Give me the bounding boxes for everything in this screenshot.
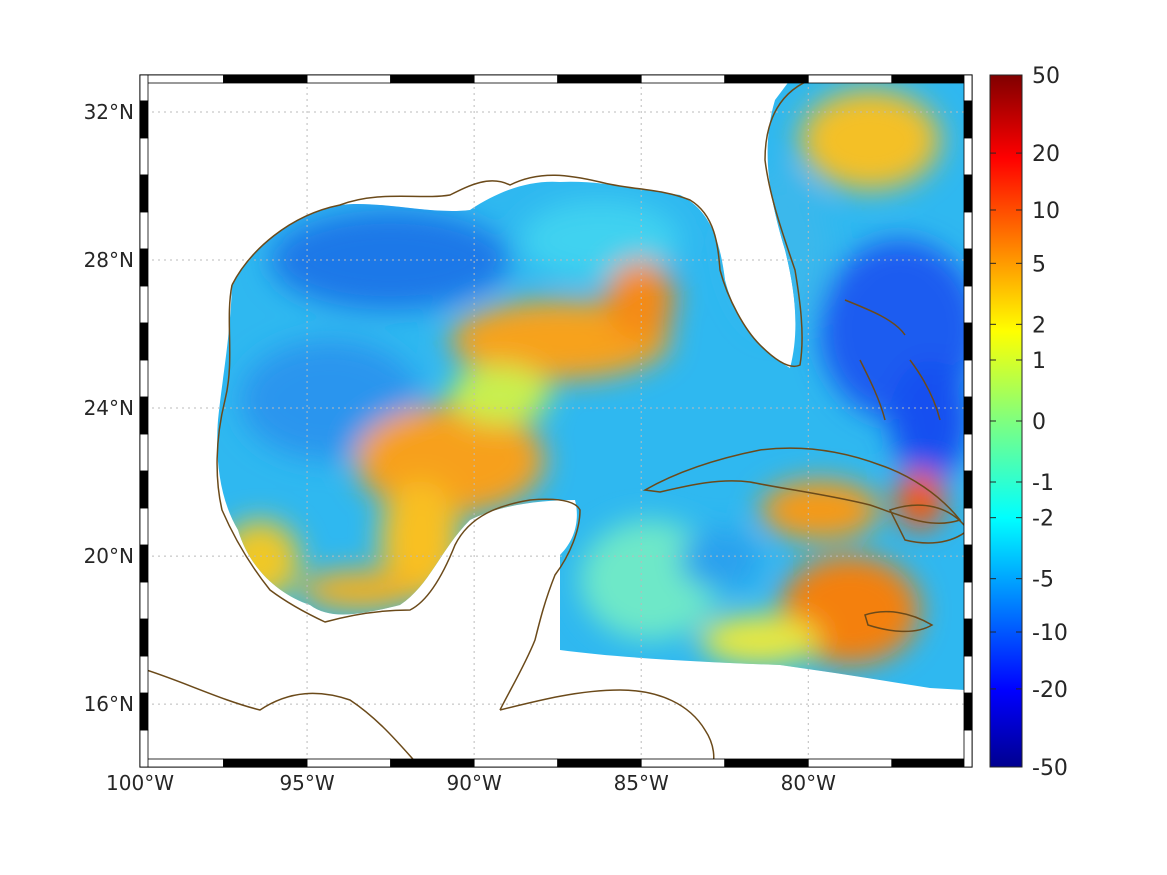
longitude-labels: 100°W 95°W 90°W 85°W 80°W	[106, 771, 836, 795]
frame-segment	[557, 758, 642, 768]
colorbar-tick-label: 20	[1032, 142, 1060, 167]
latitude-label: 20°N	[84, 544, 134, 568]
central-america-coast	[140, 667, 421, 767]
jamaica-coast	[864, 610, 934, 633]
colorbar-tick-label: -10	[1032, 621, 1068, 646]
colorbar-tick-label: -2	[1032, 507, 1054, 532]
frame-segment	[963, 544, 973, 583]
frame-segment	[963, 581, 973, 620]
latitude-labels: 16°N 20°N 24°N 28°N 32°N	[84, 100, 134, 716]
longitude-label: 85°W	[614, 771, 669, 795]
longitude-label: 95°W	[279, 771, 334, 795]
frame-segment	[963, 248, 973, 287]
bahamas-coast	[844, 299, 941, 421]
frame-segment	[963, 100, 973, 139]
latitude-label: 16°N	[84, 692, 134, 716]
frame-segment	[390, 758, 475, 768]
colorbar-tick-label: 10	[1032, 199, 1060, 224]
frame-segment	[557, 74, 642, 84]
frame-segment	[963, 433, 973, 472]
colorbar-tick-label: 50	[1032, 64, 1060, 89]
frame-segment	[139, 655, 149, 694]
frame-segment	[963, 285, 973, 324]
frame-segment	[223, 74, 308, 84]
frame-segment	[139, 692, 149, 731]
frame-segment	[139, 470, 149, 509]
frame-segment	[139, 100, 149, 139]
frame-segment	[963, 692, 973, 731]
frame-segment	[891, 74, 973, 84]
frame-segment	[724, 74, 809, 84]
frame-segment	[139, 433, 149, 472]
frame-segment	[807, 74, 893, 84]
frame-segment	[306, 758, 392, 768]
frame-segment	[963, 655, 973, 694]
frame-segment	[139, 74, 149, 102]
us-gulf-coast	[231, 77, 816, 367]
frame-segment	[640, 74, 726, 84]
frame-segment	[139, 581, 149, 620]
honduras-coast	[499, 689, 715, 767]
frame-segment	[139, 507, 149, 546]
frame-segment	[139, 322, 149, 361]
frame-segment	[139, 211, 149, 250]
latitude-label: 28°N	[84, 248, 134, 272]
frame-segment	[891, 758, 973, 768]
frame-segment	[473, 758, 559, 768]
frame-segment	[139, 74, 224, 84]
colorbar-tick-label: 1	[1032, 349, 1046, 374]
frame-segment	[724, 758, 809, 768]
frame-segment	[306, 74, 392, 84]
ocean-field	[217, 80, 965, 690]
frame-segment	[963, 359, 973, 398]
colorbar-tick-label: -5	[1032, 568, 1054, 593]
colorbar-tick-label: 2	[1032, 313, 1046, 338]
mexico-coast	[216, 284, 581, 711]
longitude-label: 100°W	[106, 771, 174, 795]
latitude-label: 32°N	[84, 100, 134, 124]
frame-segment	[139, 137, 149, 176]
frame-segment	[473, 74, 559, 84]
frame-segment	[139, 359, 149, 398]
colorbar-tick-label: -50	[1032, 756, 1068, 781]
frame-segment	[139, 285, 149, 324]
latitude-label: 24°N	[84, 396, 134, 420]
frame-segment	[963, 396, 973, 435]
map-grid	[140, 75, 972, 767]
longitude-label: 90°W	[447, 771, 502, 795]
frame-segment	[963, 74, 973, 102]
frame-segment	[963, 618, 973, 657]
coastlines	[140, 77, 970, 767]
colorbar-tick-label: 5	[1032, 252, 1046, 277]
frame-segment	[139, 396, 149, 435]
frame-segment	[807, 758, 893, 768]
frame-segment	[963, 174, 973, 213]
frame-segment	[139, 729, 149, 768]
map-frame	[139, 74, 973, 768]
frame-segment	[139, 758, 224, 768]
frame-segment	[223, 758, 308, 768]
frame-segment	[963, 137, 973, 176]
frame-segment	[640, 758, 726, 768]
frame-segment	[963, 211, 973, 250]
frame-segment	[139, 248, 149, 287]
frame-segment	[139, 174, 149, 213]
frame-segment	[390, 74, 475, 84]
longitude-label: 80°W	[781, 771, 836, 795]
colorbar-tick-label: 0	[1032, 410, 1046, 435]
frame-segment	[139, 544, 149, 583]
frame-segment	[139, 618, 149, 657]
frame-segment	[963, 507, 973, 546]
colorbar-tick-label: -1	[1032, 471, 1054, 496]
frame-segment	[963, 470, 973, 509]
colorbar-tick-label: -20	[1032, 678, 1068, 703]
frame-segment	[963, 322, 973, 361]
frame-segment	[963, 729, 973, 768]
